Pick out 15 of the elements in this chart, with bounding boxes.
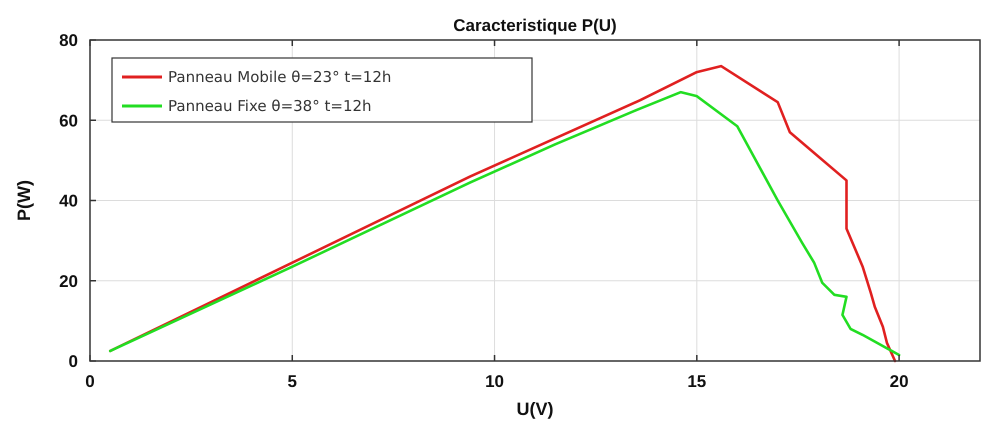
x-tick-label: 20 <box>890 372 909 391</box>
x-tick-label: 0 <box>85 372 95 391</box>
y-tick-label: 0 <box>68 352 78 371</box>
x-axis-title: U(V) <box>516 399 554 419</box>
legend-label: Panneau Mobile θ=23° t=12h <box>168 68 392 86</box>
legend-label: Panneau Fixe θ=38° t=12h <box>168 97 372 115</box>
y-axis-title: P(W) <box>14 180 34 221</box>
y-tick-label: 80 <box>59 31 78 50</box>
chart-title: Caracteristique P(U) <box>453 16 617 35</box>
y-tick-label: 20 <box>59 272 78 291</box>
x-tick-label: 15 <box>687 372 706 391</box>
x-tick-label: 10 <box>485 372 504 391</box>
y-tick-label: 60 <box>59 111 78 130</box>
y-tick-label: 40 <box>59 192 78 210</box>
x-tick-label: 5 <box>288 372 298 391</box>
